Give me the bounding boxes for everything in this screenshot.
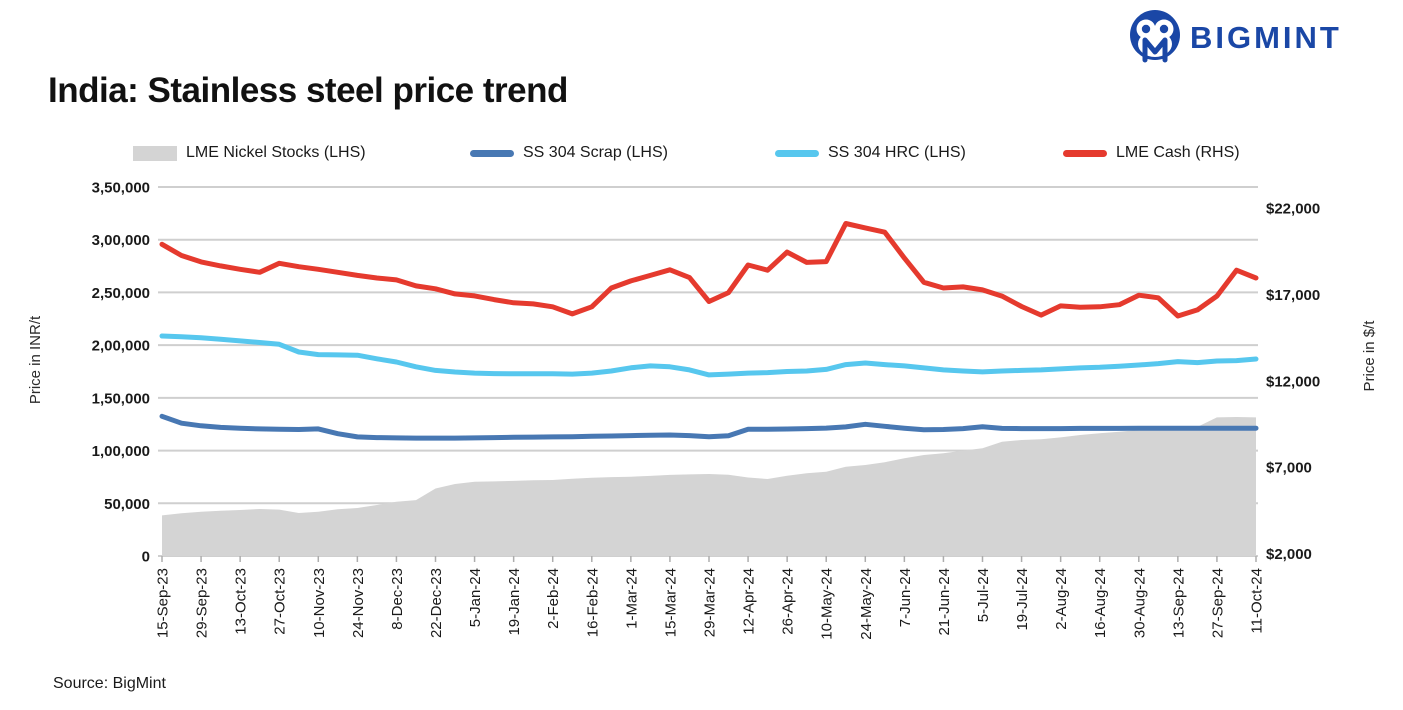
right-axis-tick-label: $17,000 — [1266, 287, 1320, 304]
x-axis-tick-label: 1-Mar-24 — [623, 568, 640, 629]
x-axis-tick-label: 29-Sep-23 — [194, 568, 211, 638]
right-axis-tick-label: $2,000 — [1266, 546, 1312, 563]
x-axis-tick-label: 16-Feb-24 — [584, 568, 601, 637]
left-axis-tick-label: 3,50,000 — [92, 180, 150, 197]
x-axis-tick-label: 12-Apr-24 — [741, 568, 758, 635]
bigmint-logo-text: BIGMINT — [1190, 20, 1342, 55]
left-axis-tick-label: 1,00,000 — [92, 443, 150, 460]
bigmint-logo-icon — [1130, 10, 1180, 63]
x-axis-tick-label: 30-Aug-24 — [1131, 568, 1148, 638]
bigmint-logo: BIGMINT — [1128, 8, 1388, 68]
right-axis-tick-label: $12,000 — [1266, 373, 1320, 390]
left-axis-tick-label: 0 — [142, 549, 150, 566]
x-axis-tick-label: 13-Oct-23 — [233, 568, 250, 635]
x-axis-tick-label: 5-Jan-24 — [467, 568, 484, 627]
left-axis-title: Price in INR/t — [27, 315, 44, 404]
x-axis-tick-label: 29-Mar-24 — [702, 568, 719, 637]
legend-item-ss304-hrc: SS 304 HRC (LHS) — [775, 140, 966, 166]
x-axis-tick-label: 19-Jul-24 — [1014, 568, 1031, 631]
chart-title: India: Stainless steel price trend — [48, 71, 568, 110]
x-axis-tick-label: 8-Dec-23 — [389, 568, 406, 630]
legend-swatch-line — [470, 149, 514, 157]
legend-label: SS 304 HRC (LHS) — [828, 144, 966, 161]
x-axis-tick-label: 24-May-24 — [858, 568, 875, 640]
series-line-ss-304-hrc-lhs — [159, 333, 1259, 378]
series-area-lme-nickel-stocks — [162, 417, 1256, 556]
x-axis-tick-label: 27-Oct-23 — [272, 568, 289, 635]
left-axis-tick-label: 1,50,000 — [92, 390, 150, 407]
x-axis-tick-label: 2-Aug-24 — [1053, 568, 1070, 630]
legend-label: SS 304 Scrap (LHS) — [523, 144, 668, 161]
series-line-ss-304-scrap-lhs — [159, 413, 1259, 441]
x-axis-tick-label: 7-Jun-24 — [897, 568, 914, 627]
x-axis-tick-label: 5-Jul-24 — [975, 568, 992, 622]
x-axis-tick-label: 19-Jan-24 — [506, 568, 523, 636]
x-axis-tick-label: 2-Feb-24 — [545, 568, 562, 629]
left-axis-tick-label: 3,00,000 — [92, 232, 150, 249]
legend-swatch-line — [775, 149, 819, 157]
right-axis-title: Price in $/t — [1361, 320, 1378, 392]
x-axis-tick-label: 26-Apr-24 — [780, 568, 797, 635]
legend-item-ss304-scrap: SS 304 Scrap (LHS) — [470, 140, 668, 166]
x-axis-tick-label: 15-Mar-24 — [662, 568, 679, 637]
right-axis-tick-label: $22,000 — [1266, 201, 1320, 218]
left-axis-tick-label: 50,000 — [104, 496, 150, 513]
legend-label: LME Cash (RHS) — [1116, 144, 1240, 161]
series-line-lme-cash-rhs — [159, 221, 1259, 319]
x-axis-tick-label: 24-Nov-23 — [350, 568, 367, 638]
legend-swatch-line — [1063, 149, 1107, 157]
left-axis-tick-label: 2,50,000 — [92, 285, 150, 302]
x-axis-tick-label: 16-Aug-24 — [1092, 568, 1109, 638]
x-axis-tick-label: 15-Sep-23 — [155, 568, 172, 638]
x-axis-tick-label: 22-Dec-23 — [428, 568, 445, 638]
legend-item-lme-nickel-stocks: LME Nickel Stocks (LHS) — [133, 140, 366, 166]
left-axis-tick-label: 2,00,000 — [92, 338, 150, 355]
x-axis-tick-label: 13-Sep-24 — [1170, 568, 1187, 638]
x-axis-tick-label: 11-Oct-24 — [1249, 568, 1266, 634]
x-axis-tick-label: 27-Sep-24 — [1209, 568, 1226, 638]
x-axis-tick-label: 10-Nov-23 — [311, 568, 328, 638]
x-axis-tick-label: 10-May-24 — [819, 568, 836, 640]
x-axis-tick-label: 21-Jun-24 — [936, 568, 953, 636]
right-axis-tick-label: $7,000 — [1266, 460, 1312, 477]
source-note: Source: BigMint — [53, 675, 166, 692]
legend-swatch-area — [133, 145, 177, 161]
legend-label: LME Nickel Stocks (LHS) — [186, 144, 366, 161]
legend-item-lme-cash: LME Cash (RHS) — [1063, 140, 1240, 166]
